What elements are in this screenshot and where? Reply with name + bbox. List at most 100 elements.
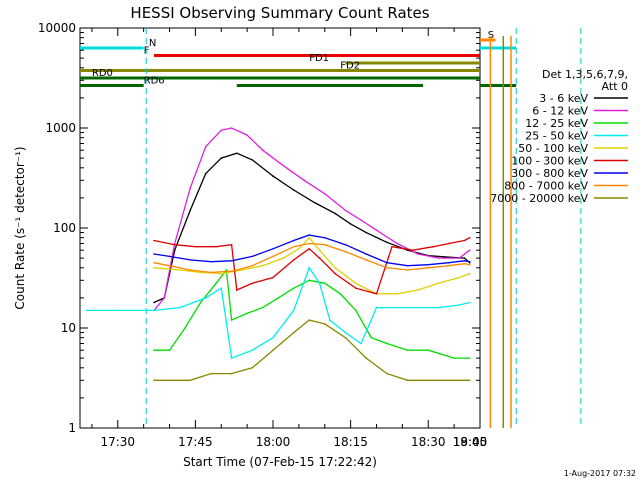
series-point bbox=[153, 261, 155, 264]
series-point bbox=[261, 149, 264, 151]
series-point bbox=[427, 263, 430, 266]
series-point bbox=[246, 134, 248, 136]
series-point bbox=[468, 260, 471, 263]
series-point bbox=[204, 297, 207, 299]
flag-bars-group: NFSFD1FD2RD0RD6 bbox=[80, 30, 517, 87]
series-point bbox=[334, 212, 336, 215]
series-point bbox=[349, 223, 352, 225]
series-point bbox=[365, 357, 368, 359]
series-point bbox=[230, 372, 233, 375]
series-point bbox=[220, 129, 223, 131]
series-point bbox=[153, 239, 155, 242]
series-point bbox=[277, 297, 280, 299]
series-point bbox=[303, 179, 305, 182]
series-point bbox=[324, 236, 326, 239]
flag-label-rd6: RD6 bbox=[144, 76, 165, 87]
series-point bbox=[427, 349, 430, 352]
series-point bbox=[272, 255, 274, 258]
flag-label-s: S bbox=[488, 30, 494, 41]
series-point bbox=[179, 306, 181, 309]
series-point bbox=[153, 309, 155, 312]
x-tick-label: 18:30 bbox=[411, 435, 446, 449]
series-point bbox=[324, 323, 326, 325]
series-point bbox=[199, 301, 202, 304]
series-point bbox=[375, 306, 378, 309]
series-point bbox=[468, 301, 471, 304]
series-point bbox=[261, 306, 264, 309]
series-point bbox=[458, 276, 461, 279]
series-point bbox=[406, 379, 409, 382]
series-point bbox=[427, 379, 430, 382]
series-point bbox=[386, 261, 388, 264]
series-point bbox=[370, 336, 373, 339]
series-line-7 bbox=[153, 242, 470, 274]
y-axis-label: Count Rate (s⁻¹ detector⁻¹) bbox=[13, 146, 27, 309]
series-line-6 bbox=[153, 234, 470, 267]
series-point bbox=[468, 379, 471, 382]
series-point bbox=[453, 357, 455, 359]
legend-label: 300 - 800 keV bbox=[511, 167, 588, 180]
series-point bbox=[308, 319, 311, 321]
series-point bbox=[458, 257, 461, 259]
series-point bbox=[324, 243, 326, 246]
series-point bbox=[230, 357, 233, 359]
series-point bbox=[210, 271, 212, 274]
series-point bbox=[225, 269, 228, 271]
series-point bbox=[282, 164, 285, 167]
legend-label: 50 - 100 keV bbox=[518, 142, 588, 155]
series-point bbox=[406, 349, 409, 352]
series-point bbox=[365, 253, 368, 255]
dashed-lines-group bbox=[145, 28, 582, 428]
series-point bbox=[292, 189, 295, 191]
series-point bbox=[448, 261, 450, 264]
series-line-1 bbox=[153, 127, 471, 311]
x-axis-label: Start Time (07-Feb-15 17:22:42) bbox=[183, 455, 377, 469]
series-point bbox=[386, 267, 388, 269]
series-point bbox=[215, 245, 217, 248]
series-point bbox=[448, 379, 450, 382]
series-point bbox=[411, 249, 414, 251]
series-point bbox=[448, 264, 450, 267]
series-point bbox=[318, 249, 321, 251]
series-point bbox=[251, 367, 254, 369]
series-point bbox=[360, 342, 362, 345]
series-point bbox=[334, 267, 336, 269]
series-point bbox=[189, 209, 191, 212]
flag-label-rd0: RD0 bbox=[92, 68, 113, 79]
x-tick-label: 17:45 bbox=[178, 435, 213, 449]
series-point bbox=[396, 293, 399, 295]
series-point bbox=[308, 234, 311, 236]
series-point bbox=[437, 282, 440, 285]
series-point bbox=[272, 276, 274, 279]
series-point bbox=[153, 301, 155, 304]
series-point bbox=[241, 269, 243, 271]
y-tick-label: 1000 bbox=[45, 121, 76, 135]
series-point bbox=[189, 259, 191, 261]
plot-frame bbox=[79, 27, 481, 429]
series-point bbox=[468, 249, 471, 251]
series-point bbox=[308, 242, 311, 245]
series-point bbox=[396, 306, 399, 309]
series-point bbox=[463, 257, 466, 259]
series-point bbox=[272, 248, 274, 250]
series-point bbox=[355, 287, 357, 290]
series-point bbox=[463, 260, 466, 262]
series-point bbox=[386, 241, 388, 244]
series-point bbox=[236, 289, 238, 291]
y-tick-label: 1 bbox=[68, 421, 76, 435]
series-point bbox=[261, 264, 264, 267]
series-point bbox=[468, 236, 471, 239]
series-point bbox=[344, 243, 347, 246]
series-point bbox=[463, 239, 466, 242]
series-point bbox=[220, 287, 223, 290]
series-point bbox=[468, 357, 471, 359]
series-point bbox=[365, 259, 368, 261]
y-tick-label: 10000 bbox=[38, 21, 76, 35]
series-point bbox=[292, 259, 295, 261]
legend-label: 800 - 7000 keV bbox=[504, 180, 588, 193]
series-point bbox=[324, 282, 326, 285]
series-point bbox=[204, 145, 207, 148]
series-point bbox=[339, 293, 342, 295]
series-point bbox=[292, 239, 295, 242]
